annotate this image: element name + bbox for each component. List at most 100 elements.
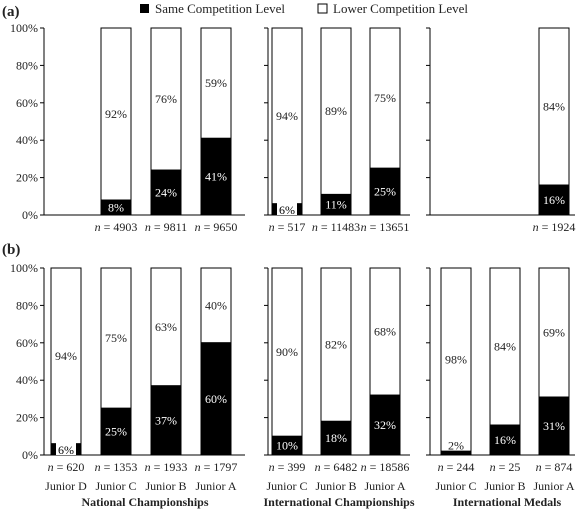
group-title: National Championships (81, 495, 208, 509)
data-label-lower: 68% (374, 325, 396, 339)
y-tick-label: 0% (22, 448, 38, 462)
n-label: n = 11483 (312, 220, 360, 234)
bar-lower (489, 267, 521, 426)
bar-same (100, 407, 132, 456)
n-label: n = 399 (269, 460, 306, 474)
group-title: International Championships (263, 495, 414, 509)
group-0: 94% 6% n = 620 Junior D 75% 25% n = 1353 Junior… (40, 267, 245, 509)
data-label-lower: 69% (543, 326, 565, 340)
n-label: n = 4903 (95, 220, 138, 234)
n-label: n = 517 (269, 220, 306, 234)
category-label: Junior D (45, 479, 87, 493)
group-1: 94% 6% n = 517 89% 11% n = 11483 75% 25% n = 136… (264, 27, 410, 234)
y-tick-label: 80% (16, 298, 38, 312)
n-label: n = 1933 (145, 460, 188, 474)
bar-lower (369, 267, 401, 396)
data-label-lower: 82% (325, 338, 347, 352)
bar-lower (50, 267, 82, 445)
bar-same (369, 394, 401, 456)
data-label-same: 25% (374, 185, 396, 199)
bar-lower (320, 27, 352, 195)
panel-label: (a) (2, 4, 20, 20)
n-label: n = 6482 (315, 460, 358, 474)
data-label-same: 8% (108, 201, 124, 215)
category-label: Junior A (195, 479, 236, 493)
n-label: n = 620 (48, 460, 85, 474)
y-tick-label: 100% (10, 261, 38, 275)
group-1: 90% 10% n = 399 Junior C 82% 18% n = 6482 Junio… (263, 267, 415, 509)
n-label: n = 9650 (195, 220, 238, 234)
bar-lower (271, 267, 303, 437)
y-tick-label: 40% (16, 373, 38, 387)
legend: Same Competition Level Lower Competition… (140, 1, 468, 16)
category-label: Junior B (315, 479, 356, 493)
n-label: n = 25 (490, 460, 521, 474)
n-label: n = 1353 (95, 460, 138, 474)
data-label-same: 37% (155, 413, 177, 427)
data-label-same: 60% (205, 392, 227, 406)
bar-same (538, 184, 570, 216)
n-label: n = 18586 (361, 460, 410, 474)
n-label: n = 13651 (361, 220, 410, 234)
data-label-same: 25% (105, 425, 127, 439)
data-label-same: 6% (279, 203, 295, 217)
category-label: Junior C (266, 479, 307, 493)
group-2: 98% 2% n = 244 Junior C 84% 16% n = 25 Junior B… (426, 267, 575, 509)
y-tick-label: 100% (10, 21, 38, 35)
bar-lower (150, 27, 182, 171)
group-2: 84% 16% n = 1924 (426, 27, 575, 234)
y-tick-label: 20% (16, 171, 38, 185)
legend-swatch-lower (317, 3, 328, 14)
group-title: International Medals (453, 495, 562, 509)
y-tick-label: 80% (16, 58, 38, 72)
n-label: n = 874 (536, 460, 573, 474)
data-label-same: 10% (276, 439, 298, 453)
category-label: Junior A (364, 479, 405, 493)
category-label: Junior B (484, 479, 525, 493)
y-tick-label: 20% (16, 411, 38, 425)
data-label-lower: 92% (105, 107, 127, 121)
data-label-same: 2% (448, 438, 464, 452)
data-label-same: 32% (374, 418, 396, 432)
data-label-lower: 90% (276, 345, 298, 359)
y-tick-label: 60% (16, 336, 38, 350)
data-label-bg (277, 203, 297, 215)
data-label-lower: 89% (325, 104, 347, 118)
data-label-same: 16% (543, 193, 565, 207)
panel-label: (b) (2, 242, 20, 258)
n-label: n = 1797 (195, 460, 238, 474)
bar-same (369, 167, 401, 216)
data-label-lower: 59% (205, 76, 227, 90)
panels: (a) 0% 20% 40% 60% 80% 100% 92% 8% n = 4903 76% 24%… (2, 4, 575, 509)
data-label-lower: 40% (205, 298, 227, 312)
data-label-same: 24% (155, 186, 177, 200)
data-label-lower: 76% (155, 92, 177, 106)
n-label: n = 9811 (145, 220, 187, 234)
data-label-lower: 75% (105, 331, 127, 345)
category-label: Junior C (435, 479, 476, 493)
n-label: n = 244 (438, 460, 475, 474)
panel-b: (b) 0% 20% 40% 60% 80% 100% 94% 6% n = 620 Junior … (2, 242, 575, 509)
bar-lower (200, 267, 232, 344)
y-tick-label: 40% (16, 133, 38, 147)
bar-lower (538, 27, 570, 186)
panel-a: (a) 0% 20% 40% 60% 80% 100% 92% 8% n = 4903 76% 24%… (2, 4, 575, 234)
bar-same (271, 435, 303, 456)
data-label-lower: 84% (543, 100, 565, 114)
bar-same (200, 137, 232, 216)
category-label: Junior B (145, 479, 186, 493)
bar-lower (200, 27, 232, 139)
group-0: 92% 8% n = 4903 76% 24% n = 9811 59% 41% n = 965… (40, 27, 245, 234)
bar-same (489, 424, 521, 456)
bar-lower (100, 27, 132, 201)
data-label-lower: 94% (276, 109, 298, 123)
bar-same (320, 193, 352, 216)
data-label-lower: 84% (494, 340, 516, 354)
legend-label-same: Same Competition Level (155, 1, 285, 16)
bar-same (100, 199, 132, 216)
data-label-same: 18% (325, 431, 347, 445)
bar-same (538, 396, 570, 456)
bar-same (320, 420, 352, 456)
data-label-same: 16% (494, 433, 516, 447)
